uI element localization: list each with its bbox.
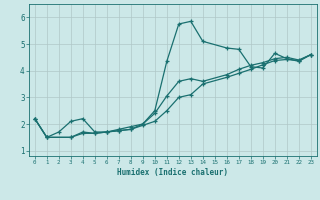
X-axis label: Humidex (Indice chaleur): Humidex (Indice chaleur) <box>117 168 228 177</box>
